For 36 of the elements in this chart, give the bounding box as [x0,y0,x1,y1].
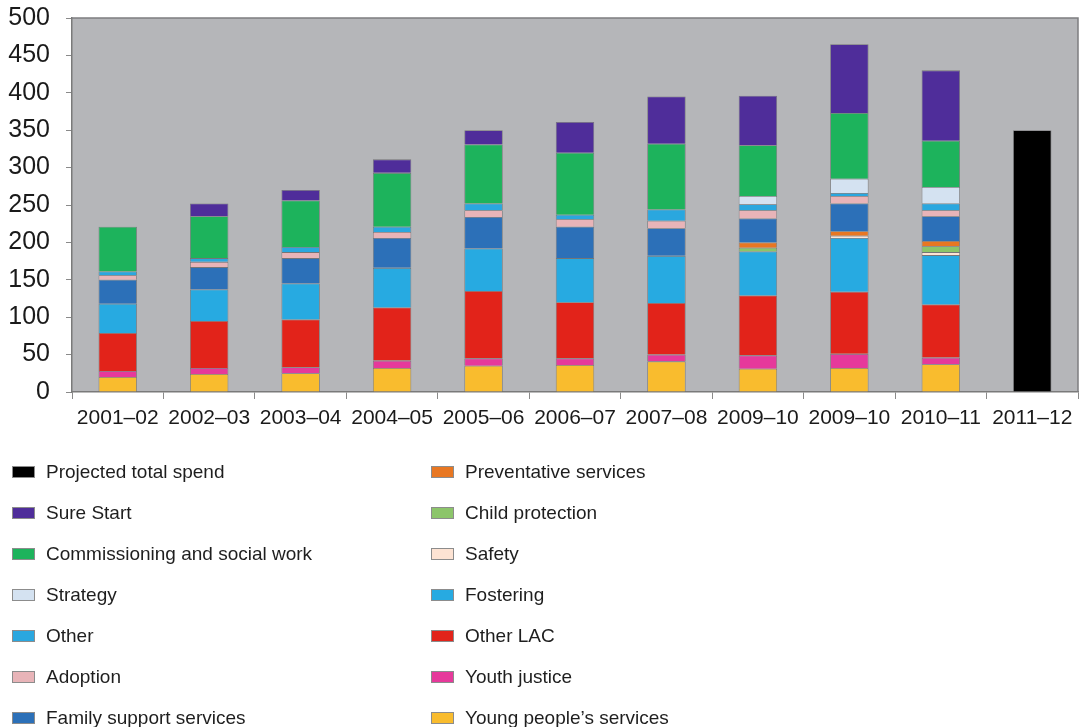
legend-label: Preventative services [465,460,646,483]
legend-label: Other LAC [465,624,555,647]
legend-label: Child protection [465,501,598,524]
legend-label: Projected total spend [46,460,225,483]
x-tick-label: 2009–10 [808,405,891,429]
legend-label: Sure Start [46,501,132,524]
y-tick-label: 100 [8,301,50,330]
y-tick-label: 50 [22,338,50,367]
legend-label: Strategy [46,583,117,606]
y-tick-label: 150 [8,263,50,292]
x-tick-label: 2002–03 [168,405,251,429]
y-tick-label: 250 [8,188,50,217]
y-tick-label: 500 [8,1,50,30]
x-tick-label: 2007–08 [625,405,708,429]
x-tick-label: 2001–02 [76,405,159,429]
x-tick-label: 2009–10 [717,405,799,429]
legend-label: Young people’s services [465,706,669,727]
y-tick-label: 200 [8,226,50,255]
y-tick-label: 450 [8,39,50,68]
y-tick-label: 300 [8,151,50,180]
legend-label: Fostering [465,583,545,606]
legend-label: Commissioning and social work [46,542,313,565]
x-tick-label: 2003–04 [259,405,342,429]
x-tick-label: 2011–12 [992,405,1073,429]
legend-label: Other [46,624,94,647]
legend-label: Adoption [46,665,122,688]
x-tick-label: 2005–06 [442,405,525,429]
y-tick-label: 0 [36,375,50,404]
y-tick-label: 400 [8,76,50,105]
x-tick-label: 2004–05 [351,405,433,429]
x-tick-label: 2010–11 [900,405,981,429]
legend-label: Family support services [46,706,246,727]
legend-label: Youth justice [465,665,573,688]
x-tick-label: 2006–07 [534,405,616,429]
y-tick-label: 350 [8,114,50,143]
legend-label: Safety [465,542,519,565]
